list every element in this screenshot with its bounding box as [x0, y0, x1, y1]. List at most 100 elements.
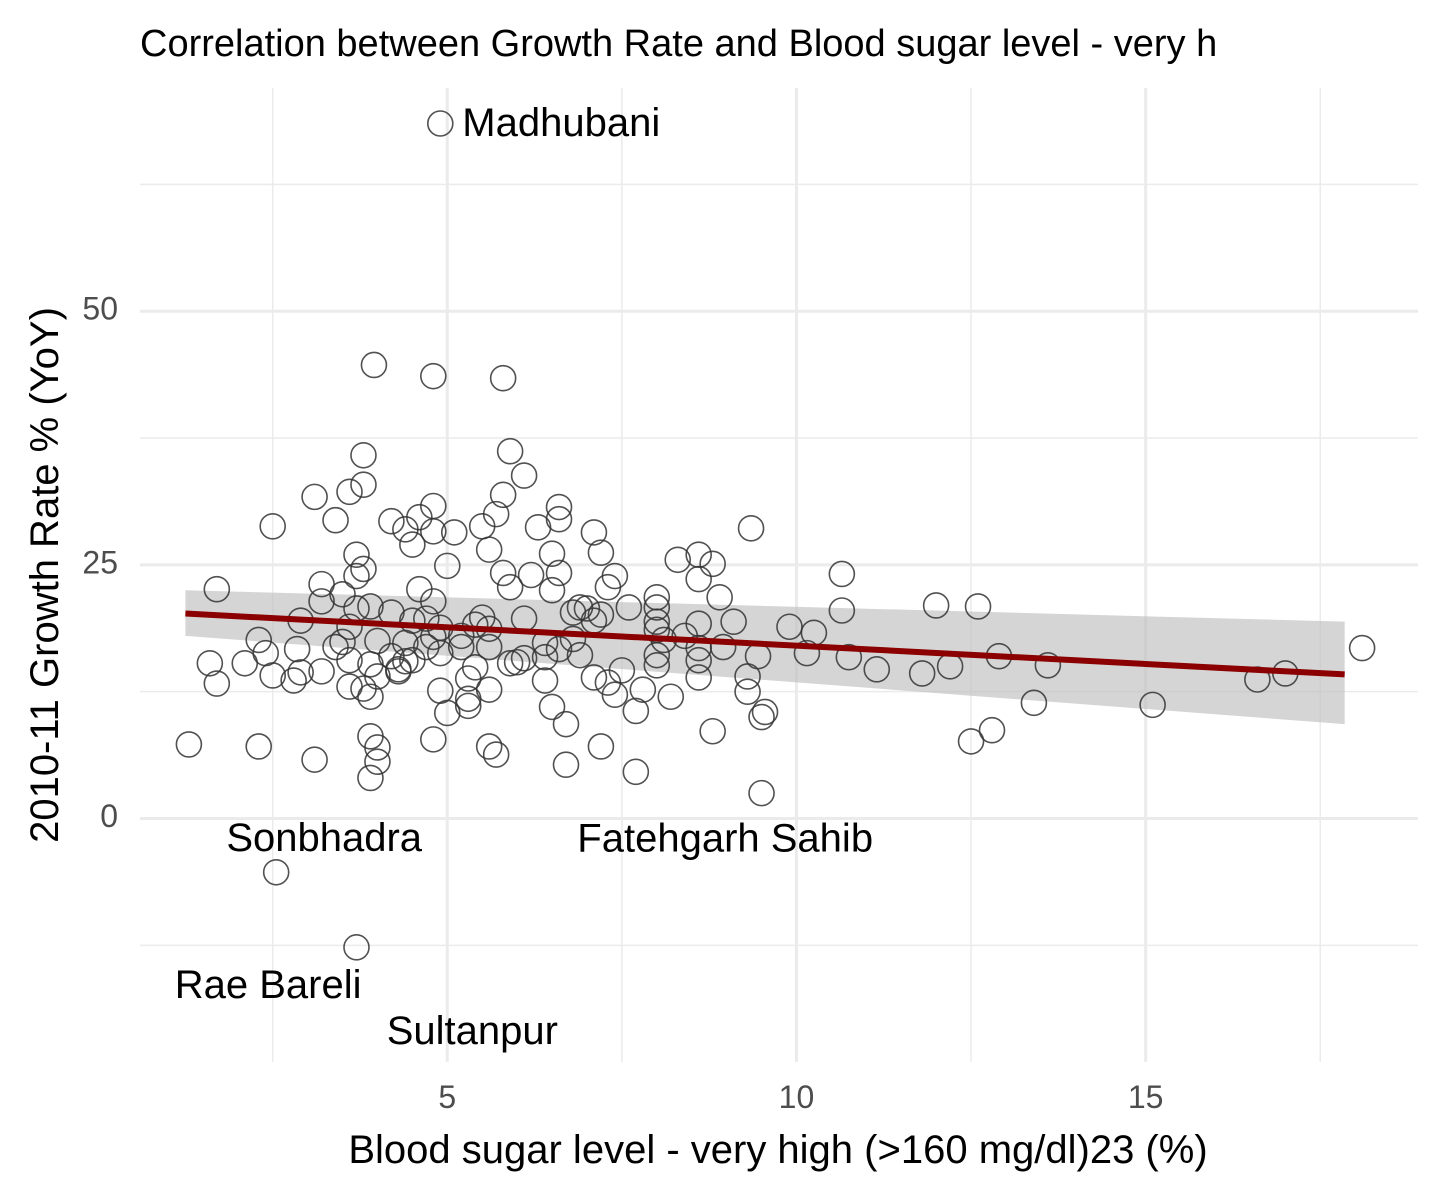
point-annotation: Sonbhadra: [226, 816, 422, 860]
data-point: [426, 677, 454, 704]
confidence-band: [185, 590, 1345, 725]
data-point: [908, 660, 936, 687]
data-point: [420, 518, 447, 545]
data-point: [287, 659, 314, 686]
data-point: [622, 697, 650, 725]
data-point: [308, 658, 335, 685]
data-point: [245, 626, 273, 654]
data-point: [280, 667, 307, 694]
data-point: [664, 546, 692, 574]
x-tick-label: 5: [438, 1079, 456, 1115]
data-point: [517, 561, 545, 589]
data-point: [587, 733, 615, 760]
data-point: [413, 605, 440, 632]
data-point: [329, 580, 356, 608]
point-annotation: Rae Bareli: [175, 963, 362, 1007]
data-point: [420, 588, 447, 615]
data-point: [399, 531, 426, 558]
data-point: [203, 670, 231, 697]
x-axis-label: Blood sugar level - very high (>160 mg/d…: [348, 1128, 1207, 1172]
data-point: [489, 559, 517, 587]
major-gridlines: [140, 88, 1418, 1062]
data-point: [734, 678, 761, 705]
x-tick-labels: 5 10 15: [438, 1079, 1163, 1115]
data-point: [175, 731, 203, 758]
data-point: [357, 764, 384, 792]
data-point: [587, 601, 615, 628]
point-annotation: Fatehgarh Sahib: [577, 817, 873, 861]
data-point: [566, 641, 594, 669]
data-point: [447, 633, 475, 661]
data-point: [482, 500, 510, 528]
data-point: [573, 595, 601, 622]
data-point: [350, 441, 377, 469]
data-point: [440, 519, 468, 546]
data-point: [301, 746, 328, 773]
data-point: [538, 540, 566, 567]
data-point: [748, 703, 775, 731]
data-point: [545, 559, 573, 587]
data-point: [776, 613, 803, 641]
data-point: [1139, 691, 1166, 719]
y-tick-labels: 0 25 50: [82, 291, 118, 834]
point-annotations: Madhubani Sonbhadra Fatehgarh Sahib Rae Bar…: [175, 101, 873, 1053]
data-point: [203, 575, 231, 603]
data-point: [657, 683, 685, 711]
data-point: [378, 507, 405, 535]
data-point: [336, 646, 363, 674]
data-point: [259, 662, 286, 689]
data-point: [336, 478, 363, 506]
data-point: [433, 552, 461, 580]
data-point: [420, 362, 447, 390]
data-point: [329, 628, 356, 656]
trend-line: [185, 610, 1345, 678]
data-point: [475, 536, 503, 563]
data-point: [406, 503, 433, 531]
data-point: [245, 733, 273, 760]
data-point: [461, 654, 489, 681]
data-point: [545, 505, 573, 533]
data-point: [685, 664, 712, 691]
data-point: [343, 562, 370, 590]
data-point: [196, 649, 224, 677]
data-point: [360, 351, 388, 379]
data-point: [552, 710, 580, 738]
data-point: [545, 493, 573, 521]
point-annotation: Sultanpur: [387, 1009, 558, 1053]
data-point: [978, 716, 1006, 744]
y-tick-label: 25: [82, 544, 118, 580]
data-point: [643, 651, 671, 679]
data-point: [510, 462, 538, 489]
data-point: [685, 646, 712, 674]
data-point: [580, 519, 608, 546]
data-point: [503, 648, 531, 676]
x-tick-label: 15: [1128, 1079, 1164, 1115]
confidence-ribbon: [185, 590, 1345, 725]
data-point: [420, 726, 447, 753]
y-tick-label: 0: [100, 798, 118, 834]
data-point: [357, 593, 384, 620]
data-point: [385, 656, 412, 683]
data-point: [835, 643, 863, 671]
data-point: [461, 611, 489, 639]
data-point: [922, 592, 950, 619]
data-point: [364, 748, 391, 775]
y-tick-label: 50: [82, 291, 118, 327]
data-point: [475, 733, 503, 760]
data-point: [336, 613, 363, 641]
data-point: [364, 734, 391, 761]
data-point: [426, 110, 454, 137]
data-point: [629, 676, 657, 703]
data-point: [433, 699, 461, 727]
data-point: [552, 751, 580, 779]
data-point: [538, 693, 566, 721]
x-tick-label: 10: [779, 1079, 815, 1115]
minor-gridlines: [140, 88, 1418, 1062]
point-annotation: Madhubani: [462, 101, 660, 145]
data-point: [601, 562, 629, 590]
data-point: [496, 437, 524, 465]
data-point: [322, 506, 349, 534]
data-point: [720, 608, 747, 635]
data-point: [475, 633, 503, 661]
data-point: [413, 633, 440, 661]
